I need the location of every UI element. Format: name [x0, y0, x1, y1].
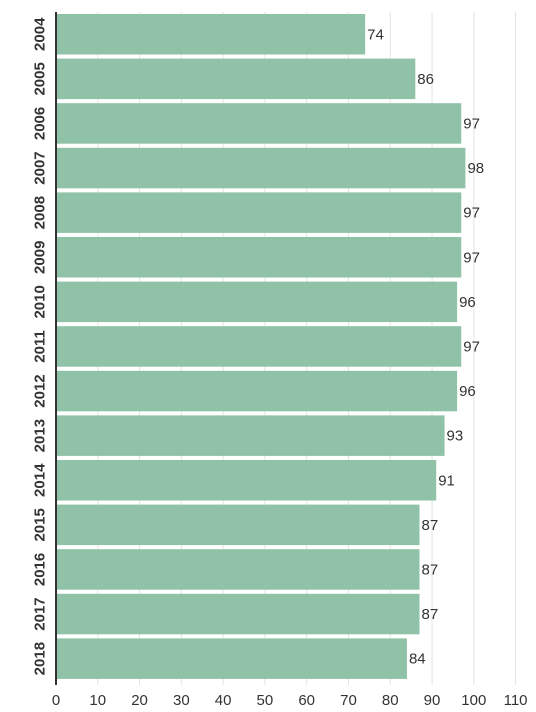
bar-2005 — [56, 58, 416, 100]
bars — [56, 14, 466, 679]
x-tick-label-90: 90 — [424, 692, 441, 709]
category-label-2009: 2009 — [32, 241, 49, 274]
data-label-2011: 97 — [463, 338, 480, 355]
bar-2006 — [56, 103, 462, 144]
bar-2015 — [56, 504, 420, 546]
x-tick-label-70: 70 — [340, 692, 357, 709]
x-tick-label-50: 50 — [257, 692, 274, 709]
data-label-2013: 93 — [447, 428, 464, 445]
data-label-2004: 74 — [367, 26, 384, 43]
x-tick-label-20: 20 — [131, 692, 148, 709]
data-label-2007: 98 — [467, 160, 484, 177]
bar-2009 — [56, 237, 462, 278]
category-label-2017: 2017 — [32, 597, 49, 630]
bar-2007 — [56, 147, 466, 189]
y-axis-labels: 2004 2005 2006 2007 2008 2009 2010 2011 2012 2013… — [32, 17, 49, 675]
data-label-2018: 84 — [409, 651, 426, 668]
x-axis-ticks: 0 10 20 30 40 50 60 70 80 90 100 110 — [52, 692, 528, 709]
bar-2017 — [56, 593, 420, 635]
data-label-2008: 97 — [463, 205, 480, 222]
data-label-2005: 86 — [417, 71, 434, 88]
category-label-2018: 2018 — [32, 642, 49, 675]
x-tick-label-10: 10 — [89, 692, 106, 709]
data-label-2006: 97 — [463, 115, 480, 132]
x-tick-label-100: 100 — [461, 692, 486, 709]
bar-2014 — [56, 460, 437, 501]
x-tick-label-110: 110 — [504, 692, 528, 709]
category-label-2004: 2004 — [32, 17, 49, 51]
x-tick-label-40: 40 — [215, 692, 232, 709]
category-label-2016: 2016 — [32, 553, 49, 586]
data-label-2012: 96 — [459, 383, 476, 400]
bar-2013 — [56, 415, 445, 456]
category-label-2007: 2007 — [32, 151, 49, 184]
category-label-2011: 2011 — [32, 330, 49, 363]
category-label-2005: 2005 — [32, 62, 49, 95]
x-tick-label-30: 30 — [173, 692, 190, 709]
data-label-2016: 87 — [421, 561, 438, 578]
category-label-2010: 2010 — [32, 285, 49, 318]
category-label-2012: 2012 — [32, 374, 49, 407]
bar-2016 — [56, 549, 420, 590]
bar-2011 — [56, 326, 462, 367]
data-labels: 74 86 97 98 97 97 96 97 96 93 91 87 87 87 84 — [367, 26, 484, 667]
data-label-2014: 91 — [438, 472, 455, 489]
category-label-2014: 2014 — [32, 463, 49, 497]
data-label-2010: 96 — [459, 294, 476, 311]
x-tick-label-80: 80 — [382, 692, 399, 709]
bar-2018 — [56, 638, 407, 679]
category-label-2006: 2006 — [32, 107, 49, 140]
category-label-2013: 2013 — [32, 419, 49, 452]
data-label-2015: 87 — [421, 517, 438, 534]
data-label-2017: 87 — [421, 606, 438, 623]
x-tick-label-0: 0 — [52, 692, 60, 709]
bar-2008 — [56, 192, 462, 233]
bar-2012 — [56, 370, 458, 412]
bar-2010 — [56, 281, 458, 323]
x-tick-label-60: 60 — [298, 692, 315, 709]
data-label-2009: 97 — [463, 249, 480, 266]
category-label-2008: 2008 — [32, 196, 49, 229]
category-label-2015: 2015 — [32, 508, 49, 541]
bar-2004 — [56, 14, 366, 55]
